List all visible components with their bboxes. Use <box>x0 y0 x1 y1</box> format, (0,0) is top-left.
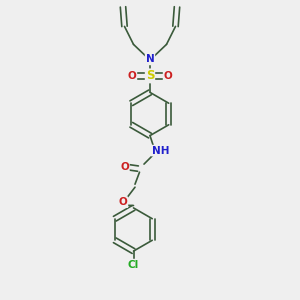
Text: O: O <box>120 162 129 172</box>
Text: NH: NH <box>152 146 169 156</box>
Text: O: O <box>118 197 127 207</box>
Text: O: O <box>128 71 136 81</box>
Text: Cl: Cl <box>128 260 139 270</box>
Text: N: N <box>146 54 154 64</box>
Text: O: O <box>164 71 172 81</box>
Text: S: S <box>146 69 154 82</box>
